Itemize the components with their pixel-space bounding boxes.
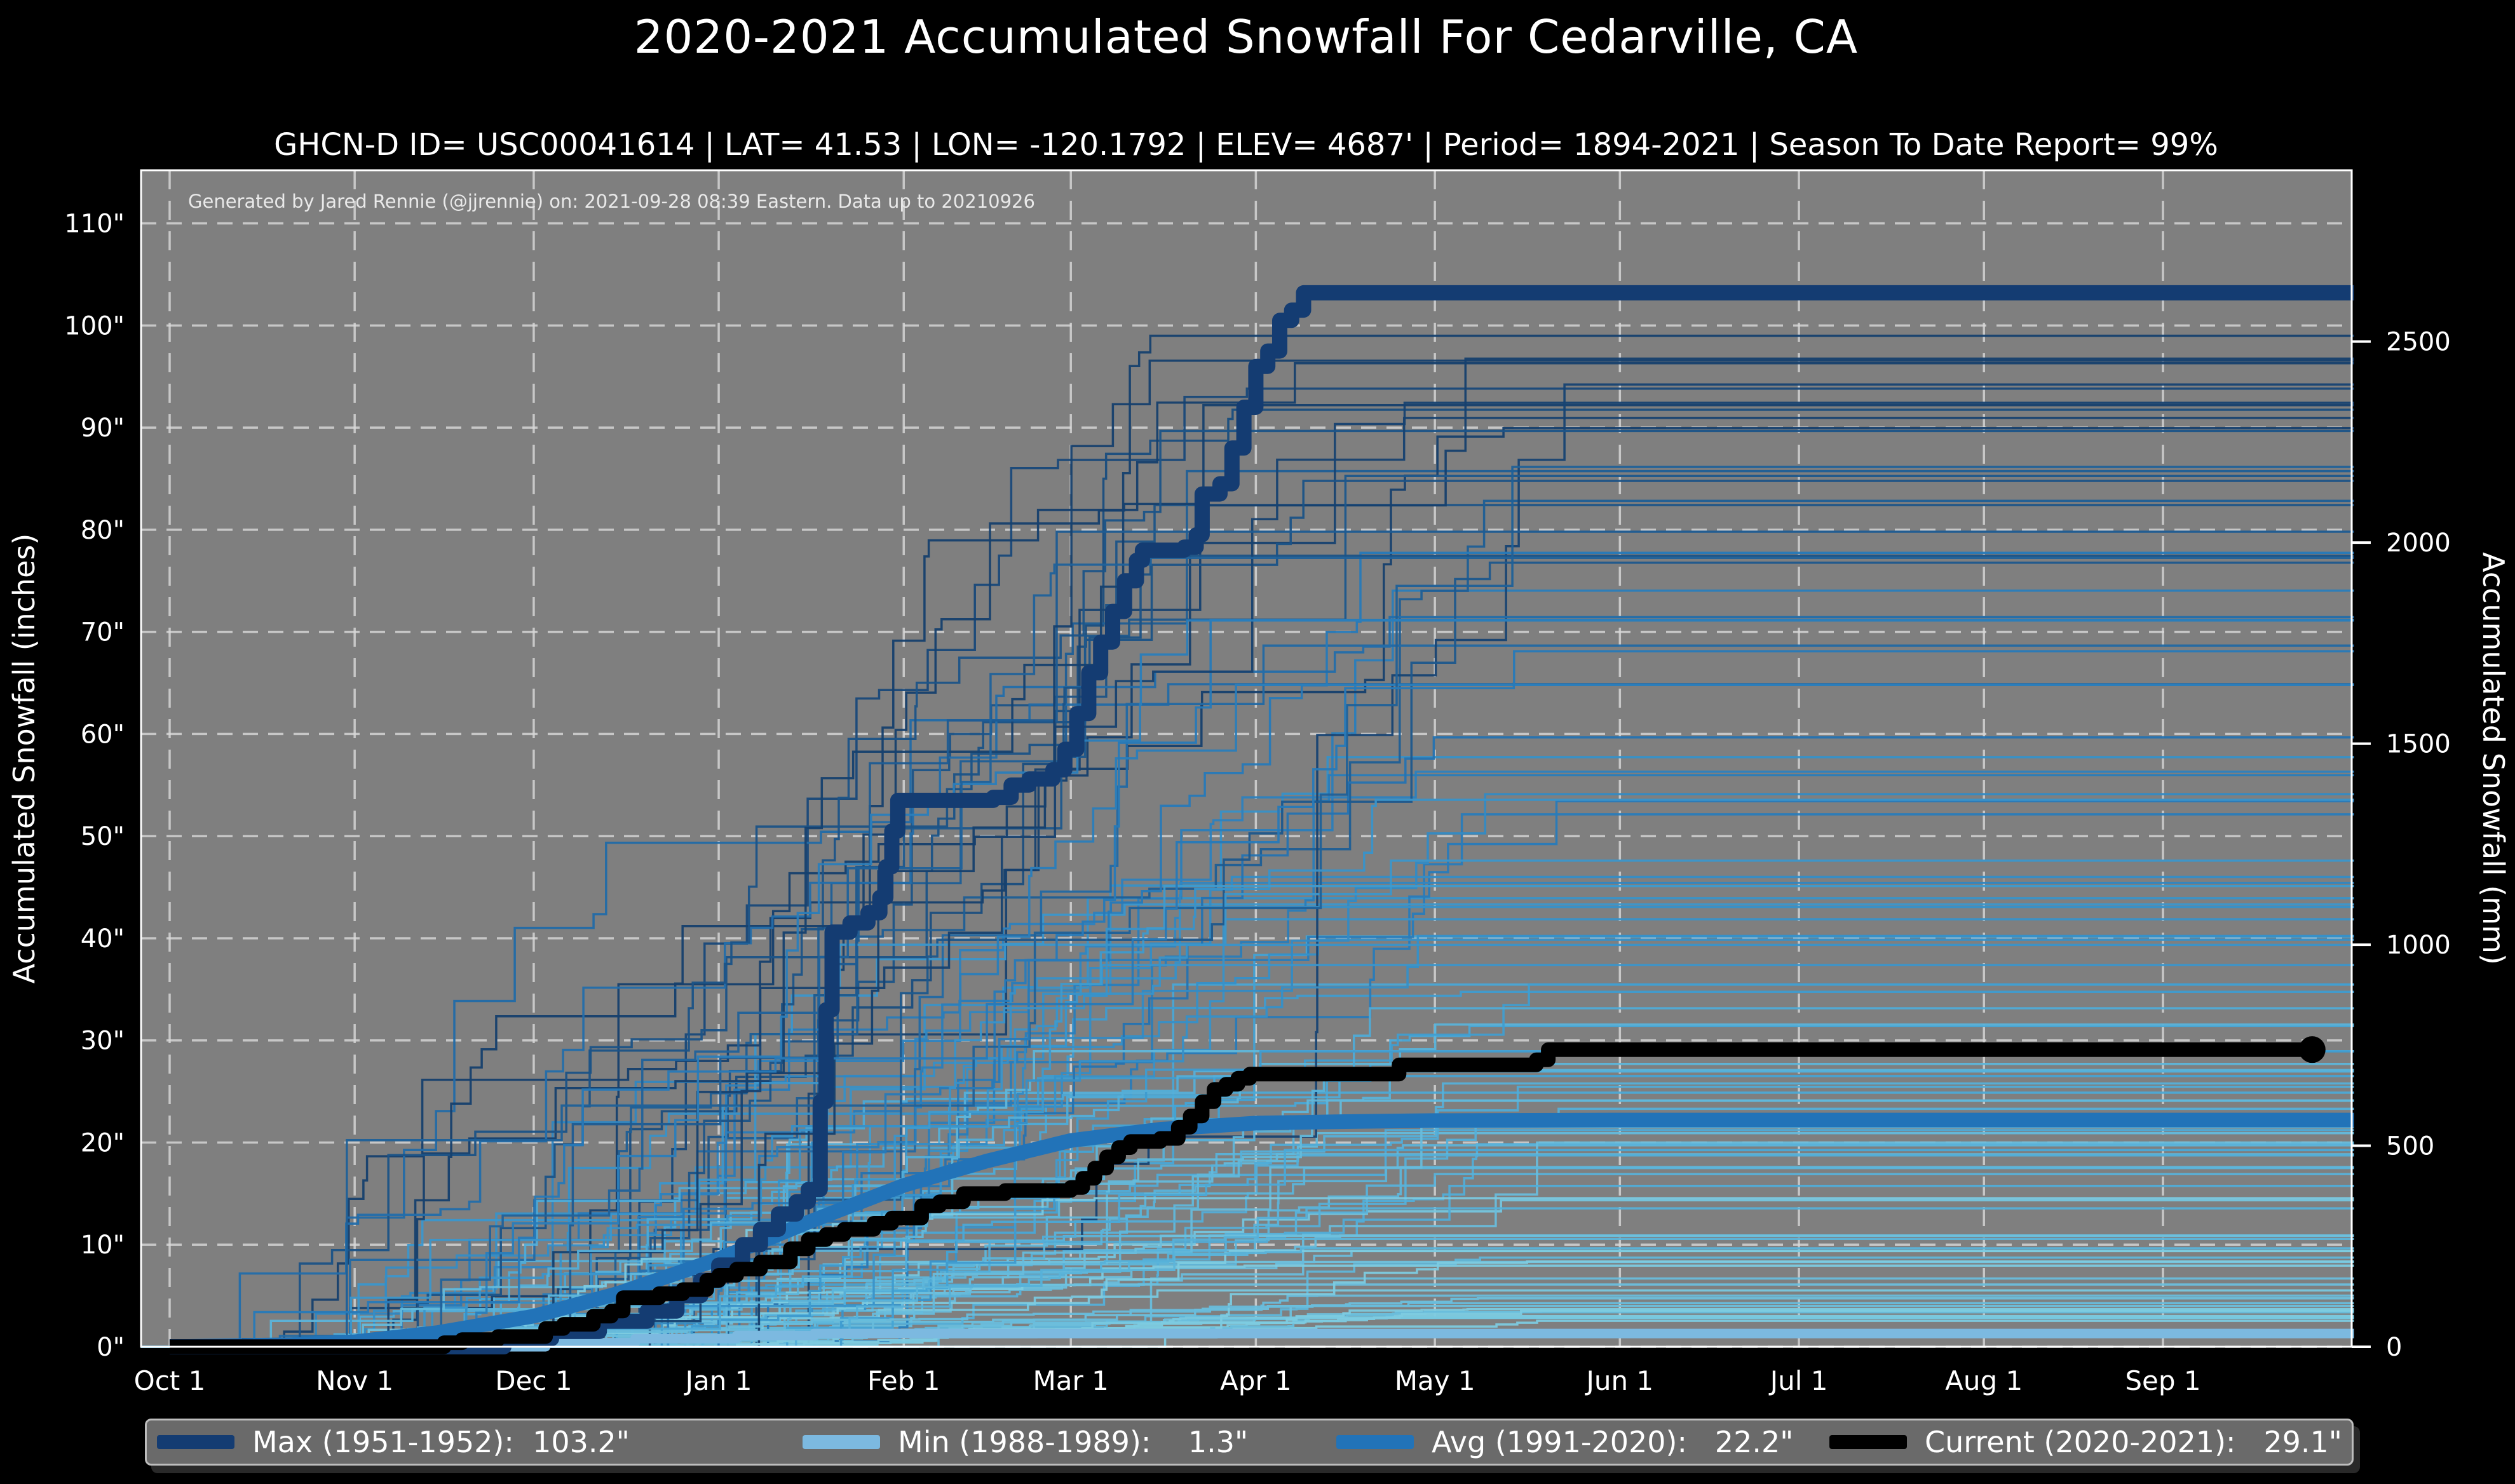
svg-text:Jul 1: Jul 1 bbox=[1768, 1365, 1828, 1396]
legend-swatch-min bbox=[803, 1435, 880, 1449]
series-max-line bbox=[170, 285, 2354, 1354]
legend-entry-min: Min (1988-1989): 1.3" bbox=[803, 1420, 1248, 1464]
svg-text:10": 10" bbox=[81, 1231, 125, 1260]
season-trace bbox=[141, 1149, 2354, 1348]
legend-swatch-avg bbox=[1336, 1435, 1414, 1449]
season-trace bbox=[141, 556, 2354, 1348]
svg-text:Oct 1: Oct 1 bbox=[134, 1365, 206, 1396]
svg-text:Feb 1: Feb 1 bbox=[867, 1365, 940, 1396]
season-trace bbox=[141, 882, 2354, 1348]
season-trace bbox=[141, 499, 2354, 1348]
svg-text:Mar 1: Mar 1 bbox=[1033, 1365, 1109, 1396]
series-current-line bbox=[170, 1042, 2312, 1354]
svg-text:2500: 2500 bbox=[2386, 328, 2451, 357]
season-trace bbox=[141, 619, 2354, 1348]
svg-text:May 1: May 1 bbox=[1395, 1365, 1475, 1396]
svg-text:90": 90" bbox=[81, 414, 125, 443]
legend-swatch-current bbox=[1829, 1435, 1907, 1449]
season-trace bbox=[141, 813, 2354, 1348]
plot-area bbox=[141, 170, 2352, 1347]
season-trace bbox=[141, 1184, 2354, 1348]
svg-text:70": 70" bbox=[81, 618, 125, 647]
season-trace bbox=[141, 618, 2354, 1348]
svg-text:20": 20" bbox=[81, 1128, 125, 1157]
legend-label-max: Max (1951-1952): 103.2" bbox=[252, 1425, 630, 1459]
legend-entry-current: Current (2020-2021): 29.1" bbox=[1829, 1420, 2342, 1464]
season-trace bbox=[141, 429, 2354, 1348]
season-trace bbox=[141, 417, 2354, 1348]
legend-label-current: Current (2020-2021): 29.1" bbox=[1925, 1425, 2342, 1459]
svg-text:Jan 1: Jan 1 bbox=[684, 1365, 752, 1396]
legend-swatch-max bbox=[157, 1435, 234, 1449]
svg-text:60": 60" bbox=[81, 720, 125, 749]
svg-text:110": 110" bbox=[64, 210, 125, 239]
page-title: 2020-2021 Accumulated Snowfall For Cedar… bbox=[634, 10, 1859, 64]
svg-text:80": 80" bbox=[81, 516, 125, 545]
svg-text:Accumulated Snowfall (mm): Accumulated Snowfall (mm) bbox=[2476, 552, 2511, 965]
season-trace bbox=[141, 918, 2354, 1348]
current-end-dot bbox=[2298, 1036, 2326, 1063]
page-subtitle: GHCN-D ID= USC00041614 | LAT= 41.53 | LO… bbox=[274, 127, 2218, 163]
svg-text:0: 0 bbox=[2386, 1333, 2402, 1362]
legend-entry-max: Max (1951-1952): 103.2" bbox=[157, 1420, 630, 1464]
svg-text:40": 40" bbox=[81, 924, 125, 954]
season-trace bbox=[141, 934, 2354, 1348]
season-trace bbox=[141, 771, 2354, 1348]
season-trace bbox=[141, 1141, 2354, 1348]
season-trace bbox=[141, 616, 2354, 1348]
season-trace bbox=[141, 650, 2354, 1348]
legend: Max (1951-1952): 103.2" Min (1988-1989):… bbox=[145, 1419, 2354, 1466]
season-trace bbox=[141, 359, 2354, 1348]
series-avg-line bbox=[169, 1112, 2354, 1354]
svg-text:2000: 2000 bbox=[2386, 529, 2451, 558]
svg-text:Jun 1: Jun 1 bbox=[1584, 1365, 1653, 1396]
svg-text:Aug 1: Aug 1 bbox=[1945, 1365, 2023, 1396]
season-trace bbox=[141, 1207, 2354, 1348]
season-trace bbox=[141, 361, 2354, 1348]
svg-text:50": 50" bbox=[81, 822, 125, 851]
svg-text:30": 30" bbox=[81, 1027, 125, 1056]
legend-label-avg: Avg (1991-2020): 22.2" bbox=[1432, 1425, 1794, 1459]
svg-text:100": 100" bbox=[64, 311, 125, 341]
svg-text:Nov 1: Nov 1 bbox=[316, 1365, 393, 1396]
svg-text:1000: 1000 bbox=[2386, 931, 2451, 960]
svg-text:1500: 1500 bbox=[2386, 730, 2451, 759]
svg-text:Dec 1: Dec 1 bbox=[495, 1365, 572, 1396]
season-trace bbox=[141, 1166, 2354, 1348]
svg-text:Apr 1: Apr 1 bbox=[1220, 1365, 1292, 1396]
season-trace bbox=[141, 684, 2354, 1348]
svg-text:0": 0" bbox=[97, 1333, 125, 1362]
legend-label-min: Min (1988-1989): 1.3" bbox=[898, 1425, 1249, 1459]
season-trace bbox=[141, 860, 2354, 1348]
legend-entry-avg: Avg (1991-2020): 22.2" bbox=[1336, 1420, 1793, 1464]
season-trace bbox=[141, 387, 2354, 1348]
season-trace bbox=[141, 1050, 2354, 1348]
svg-text:Sep 1: Sep 1 bbox=[2125, 1365, 2200, 1396]
season-trace bbox=[141, 530, 2354, 1348]
season-trace bbox=[141, 404, 2354, 1348]
svg-text:500: 500 bbox=[2386, 1132, 2434, 1161]
plot-border bbox=[140, 169, 2353, 1348]
season-trace bbox=[141, 334, 2354, 1348]
plot-annotation: Generated by Jared Rennie (@jjrennie) on… bbox=[188, 191, 1035, 212]
svg-text:Accumulated Snowfall (inches): Accumulated Snowfall (inches) bbox=[7, 534, 41, 984]
